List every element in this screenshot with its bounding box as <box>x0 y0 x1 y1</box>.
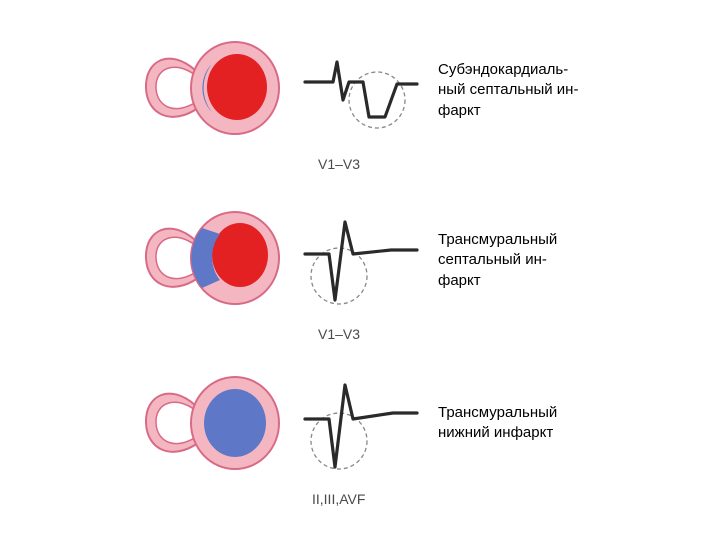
desc-line: Субэндокардиаль- <box>438 61 568 78</box>
leads-label-1: V1–V3 <box>318 156 360 172</box>
heart-diagram-2 <box>140 200 290 320</box>
ecg-trace-3 <box>300 377 430 487</box>
description-1: Субэндокардиаль- ный септальный ин- фарк… <box>438 60 578 121</box>
leads-label-3: II,III,AVF <box>312 491 365 507</box>
desc-line: фаркт <box>438 272 481 289</box>
desc-line: ный септальный ин- <box>438 81 578 98</box>
description-3: Трансмуральный нижний инфаркт <box>438 403 557 444</box>
desc-line: фаркт <box>438 102 481 119</box>
heart-diagram-1 <box>140 30 290 150</box>
heart-diagram-3 <box>140 365 290 485</box>
row-3: Трансмуральный нижний инфаркт II,III,AVF <box>0 365 720 535</box>
ecg-trace-1 <box>300 42 430 152</box>
row-1: Субэндокардиаль- ный септальный ин- фарк… <box>0 30 720 200</box>
desc-line: Трансмуральный <box>438 404 557 421</box>
description-2: Трансмуральный септальный ин- фаркт <box>438 230 557 291</box>
ecg-trace-2 <box>300 212 430 322</box>
desc-line: Трансмуральный <box>438 231 557 248</box>
desc-line: нижний инфаркт <box>438 424 553 441</box>
desc-line: септальный ин- <box>438 251 547 268</box>
leads-label-2: V1–V3 <box>318 326 360 342</box>
row-2: Трансмуральный септальный ин- фаркт V1–V… <box>0 200 720 370</box>
